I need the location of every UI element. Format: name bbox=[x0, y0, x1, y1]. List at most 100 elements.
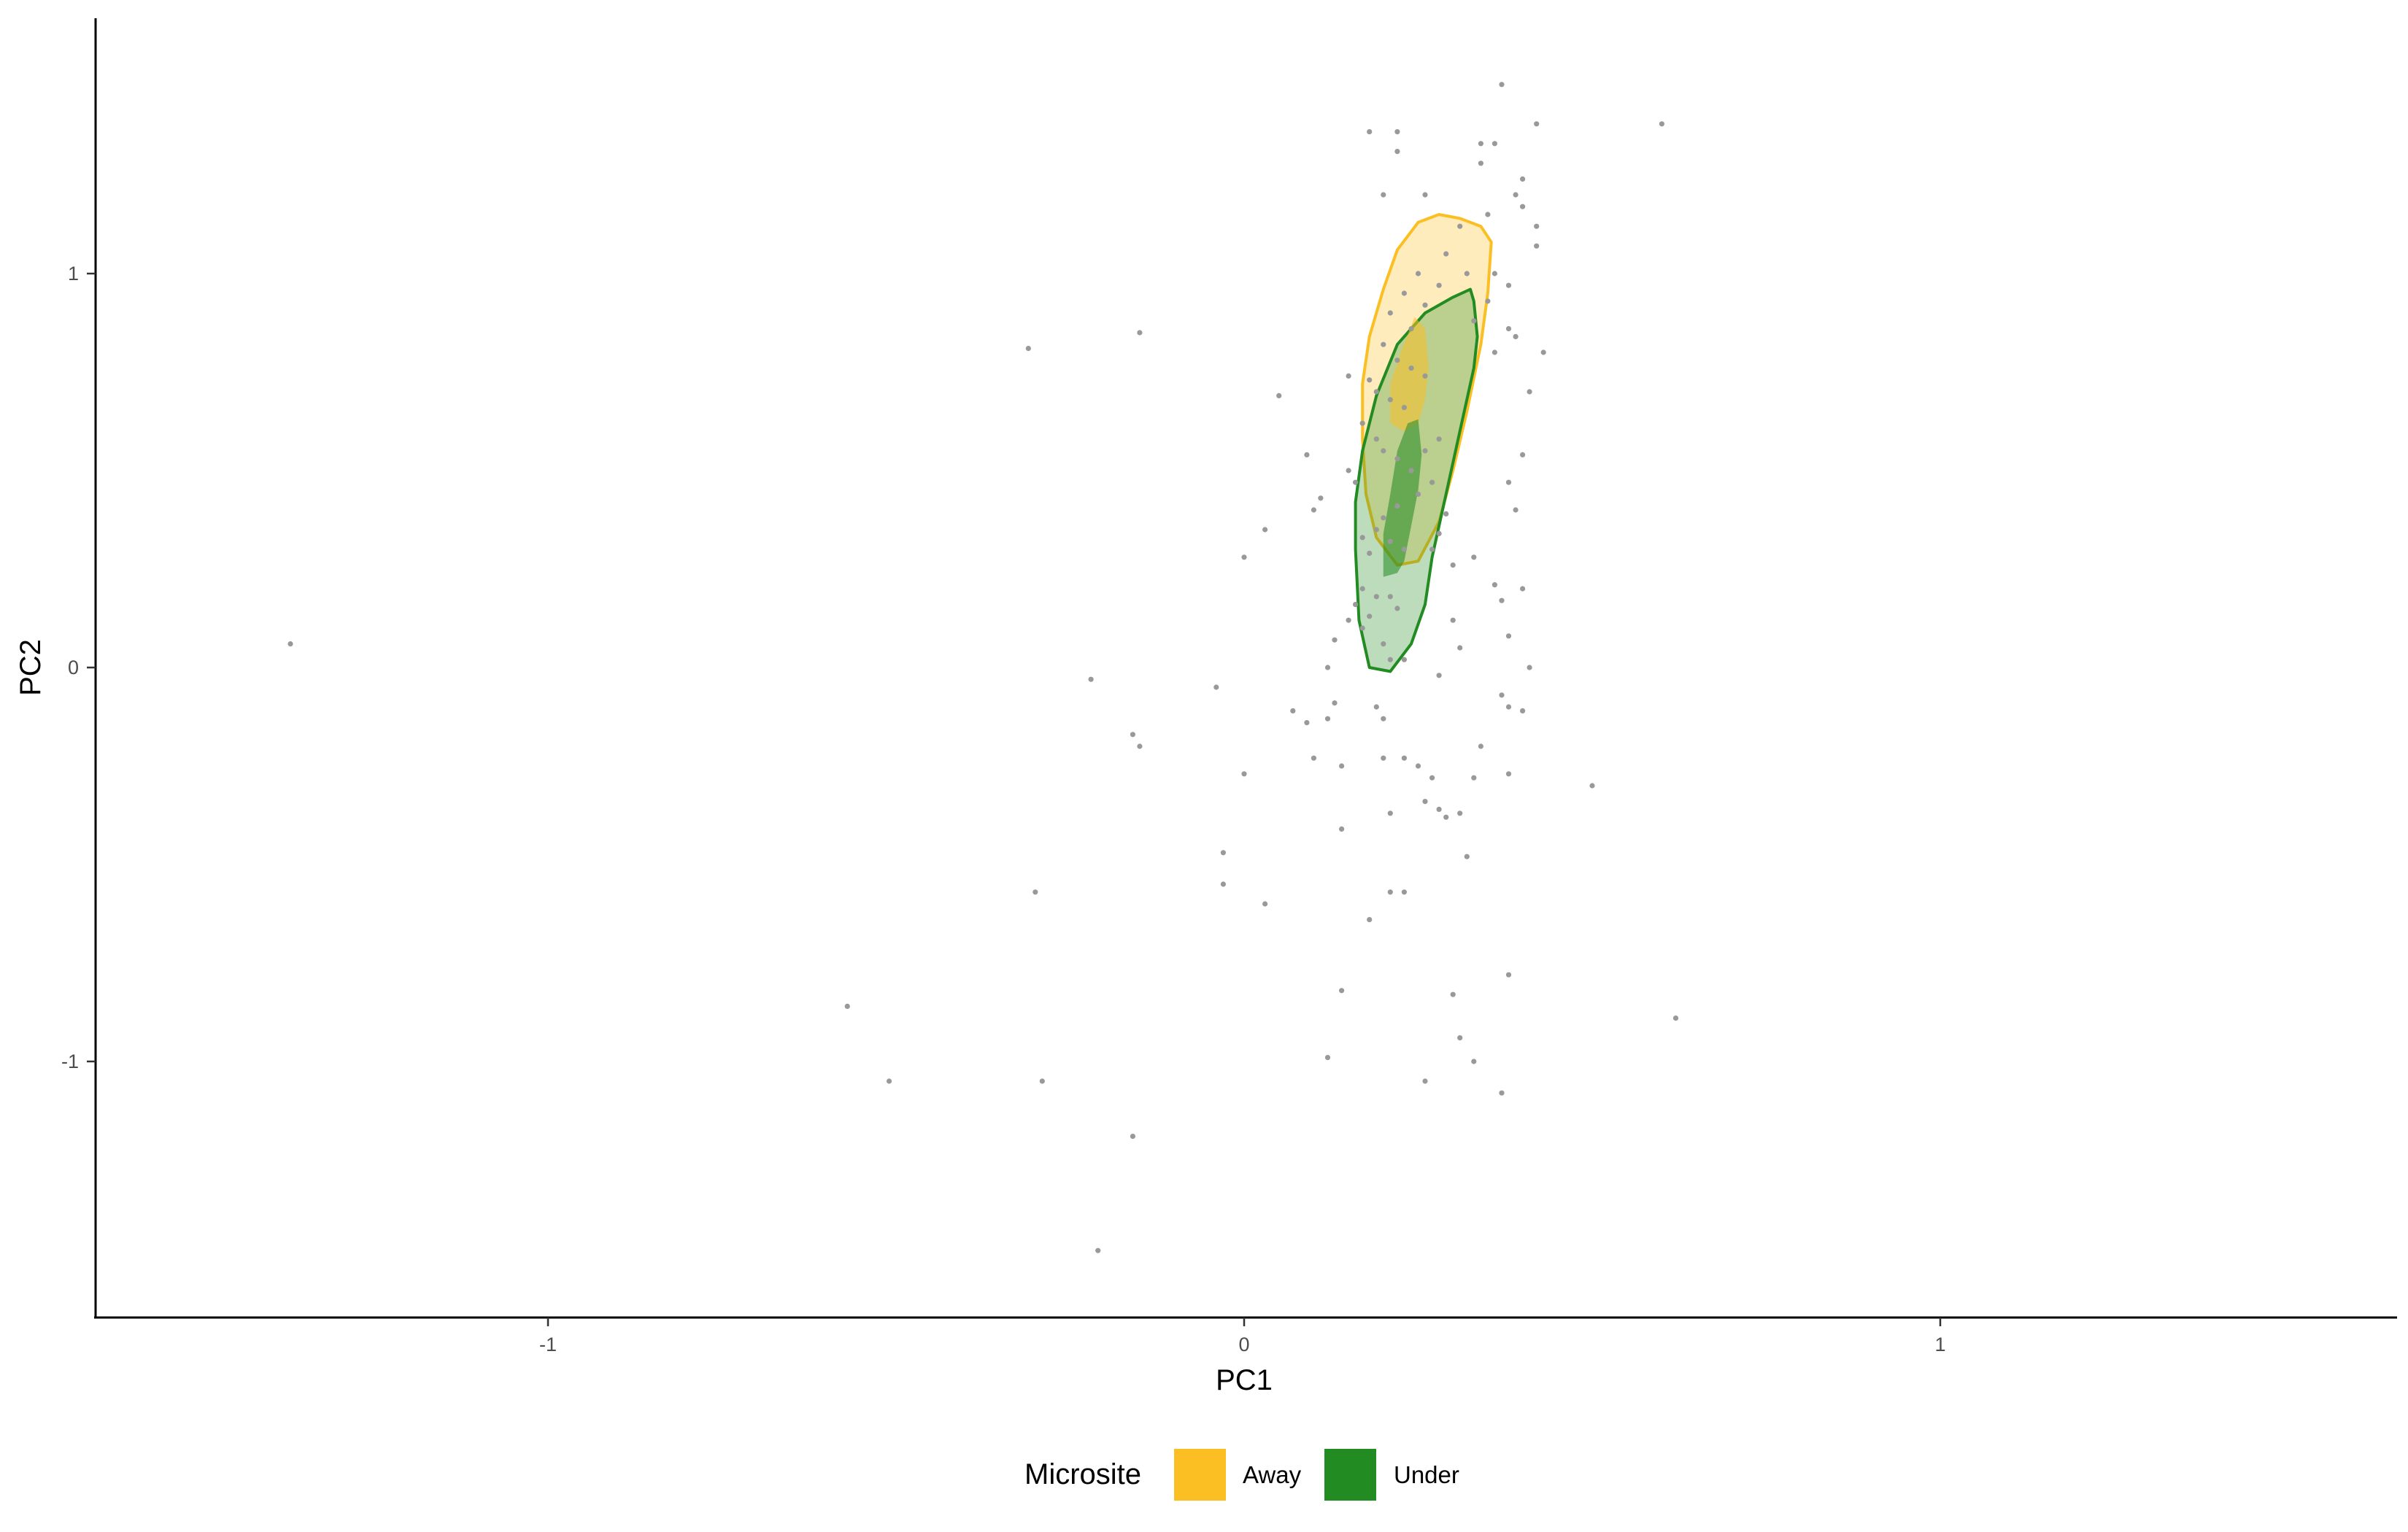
scatter-point bbox=[1290, 708, 1296, 714]
scatter-point bbox=[1373, 436, 1379, 442]
scatter-point bbox=[1534, 223, 1540, 229]
scatter-point bbox=[1381, 341, 1386, 347]
scatter-point bbox=[1346, 373, 1351, 379]
scatter-point bbox=[1520, 176, 1526, 182]
scatter-point bbox=[1332, 637, 1338, 643]
scatter-point bbox=[1359, 586, 1365, 592]
scatter-point bbox=[1534, 243, 1540, 249]
scatter-point bbox=[1527, 665, 1532, 670]
scatter-point bbox=[1422, 192, 1428, 198]
scatter-point bbox=[1492, 349, 1497, 355]
scatter-point bbox=[1505, 633, 1512, 639]
scatter-point bbox=[1339, 826, 1345, 832]
scatter-point bbox=[1471, 1059, 1477, 1064]
scatter-point bbox=[1505, 326, 1512, 332]
scatter-point bbox=[1450, 562, 1456, 568]
scatter-point bbox=[1318, 495, 1324, 501]
scatter-point bbox=[1367, 377, 1373, 383]
scatter-point bbox=[1095, 1247, 1101, 1253]
scatter-point bbox=[1387, 310, 1393, 316]
scatter-point bbox=[1471, 775, 1477, 781]
scatter-point bbox=[1401, 657, 1407, 662]
y-axis-ticks: -1 0 1 bbox=[61, 263, 96, 1072]
scatter-point bbox=[1401, 405, 1407, 411]
scatter-point bbox=[1505, 479, 1512, 485]
scatter-point bbox=[1381, 716, 1386, 721]
scatter-point bbox=[1359, 625, 1365, 631]
scatter-point bbox=[1381, 192, 1386, 198]
scatter-point bbox=[1387, 594, 1393, 600]
scatter-point bbox=[1311, 755, 1316, 761]
scatter-point bbox=[1367, 550, 1373, 557]
scatter-point bbox=[1485, 212, 1491, 217]
scatter-point bbox=[1387, 657, 1393, 662]
scatter-point bbox=[1367, 614, 1373, 619]
scatter-point bbox=[1499, 692, 1505, 698]
scatter-point bbox=[1137, 743, 1143, 749]
scatter-point bbox=[1394, 503, 1400, 509]
x-axis-ticks: -1 0 1 bbox=[539, 1318, 1946, 1355]
scatter-point bbox=[1534, 121, 1540, 127]
scatter-point bbox=[1373, 704, 1379, 710]
scatter-point bbox=[1381, 448, 1386, 454]
scatter-point bbox=[1401, 889, 1407, 895]
scatter-point bbox=[1492, 271, 1497, 276]
scatter-point bbox=[1213, 684, 1219, 690]
scatter-point bbox=[1033, 889, 1038, 895]
scatter-point bbox=[1324, 716, 1331, 721]
scatter-point bbox=[1353, 602, 1359, 608]
x-tick-label: -1 bbox=[539, 1334, 557, 1355]
scatter-point bbox=[1436, 673, 1442, 678]
scatter-point bbox=[1478, 141, 1483, 147]
scatter-point bbox=[1422, 448, 1428, 454]
scatter-point bbox=[1415, 763, 1421, 769]
scatter-point bbox=[1513, 333, 1518, 339]
scatter-point bbox=[1520, 204, 1526, 209]
scatter-point bbox=[1130, 732, 1135, 738]
scatter-point bbox=[1387, 811, 1393, 816]
scatter-point bbox=[1220, 881, 1226, 887]
scatter-point bbox=[1311, 507, 1316, 513]
scatter-point bbox=[1415, 271, 1421, 276]
scatter-point bbox=[1401, 546, 1407, 552]
scatter-point bbox=[1464, 854, 1470, 859]
scatter-point bbox=[1241, 554, 1247, 560]
scatter-point bbox=[1359, 535, 1365, 541]
scatter-point bbox=[1436, 806, 1442, 812]
region-away-inner bbox=[1390, 317, 1429, 431]
scatter-point bbox=[1304, 720, 1310, 726]
scatter-point bbox=[1513, 192, 1518, 198]
scatter-point bbox=[1262, 901, 1268, 907]
scatter-point bbox=[1387, 889, 1393, 895]
scatter-point bbox=[1457, 811, 1463, 816]
scatter-point bbox=[1262, 527, 1268, 533]
y-tick-label: -1 bbox=[61, 1051, 79, 1072]
region-under-inner bbox=[1383, 419, 1422, 577]
scatter-point bbox=[1346, 468, 1351, 473]
scatter-point bbox=[1353, 479, 1359, 485]
scatter-point bbox=[1429, 775, 1435, 781]
scatter-point bbox=[1373, 389, 1379, 395]
scatter-point bbox=[1241, 771, 1247, 777]
scatter-point bbox=[1443, 511, 1449, 517]
scatter-point bbox=[1373, 527, 1379, 533]
scatter-point bbox=[1450, 991, 1456, 997]
scatter-points bbox=[288, 82, 1679, 1253]
scatter-point bbox=[1436, 282, 1442, 288]
scatter-point bbox=[1436, 436, 1442, 442]
scatter-point bbox=[1450, 617, 1456, 623]
scatter-point bbox=[1499, 82, 1505, 88]
scatter-point bbox=[1527, 389, 1532, 395]
scatter-point bbox=[1471, 318, 1477, 324]
scatter-point bbox=[1394, 129, 1400, 135]
scatter-point bbox=[1408, 365, 1414, 371]
scatter-point bbox=[1520, 586, 1526, 592]
legend: Microsite Away Under bbox=[1024, 1449, 1459, 1501]
y-tick-label: 0 bbox=[68, 657, 79, 678]
scatter-point bbox=[1025, 346, 1031, 352]
scatter-point bbox=[1324, 1055, 1331, 1061]
scatter-point bbox=[1499, 597, 1505, 603]
scatter-point bbox=[1387, 538, 1393, 544]
scatter-point bbox=[1401, 755, 1407, 761]
